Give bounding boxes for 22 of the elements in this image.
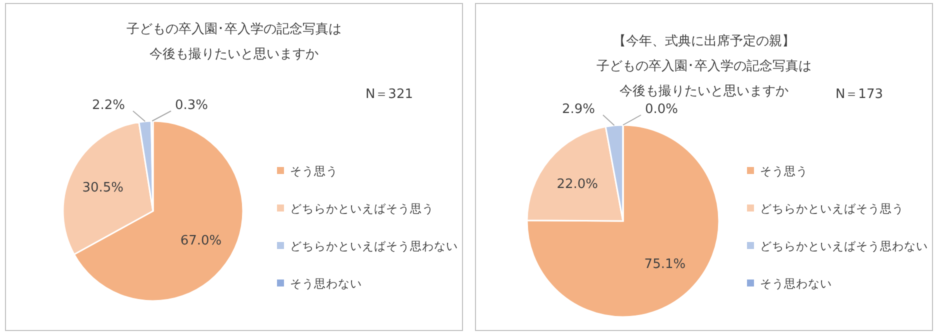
data-label: 2.2% — [92, 98, 125, 113]
text: 0.0% — [645, 102, 678, 117]
legend-label: そう思う — [760, 164, 808, 178]
data-label: 75.1% — [644, 257, 686, 272]
chart-title: 【今年、式典に出席予定の親】 — [613, 33, 795, 49]
legend-label: どちらかといえばそう思わない — [290, 239, 458, 253]
text: N＝173 — [835, 87, 883, 102]
legend-label: そう思わない — [290, 276, 362, 290]
legend-label: どちらかといえばそう思う — [760, 202, 904, 216]
legend-label: そう思わない — [760, 276, 832, 290]
data-label: 2.9% — [562, 102, 595, 117]
legend-label: そう思う — [290, 164, 338, 178]
chart-title: 子どもの卒入園･卒入学の記念写真は今後も撮りたいと思いますか — [126, 22, 342, 62]
pie-slice — [526, 124, 720, 318]
legend-label: どちらかといえばそう思う — [290, 202, 434, 216]
legend-label: どちらかといえばそう思わない — [760, 239, 928, 253]
data-label: 0.3% — [175, 98, 208, 113]
text: N＝321 — [365, 87, 413, 102]
data-label: 22.0% — [556, 176, 598, 192]
chart-subtitle: 子どもの卒入園･卒入学の記念写真は今後も撮りたいと思いますか — [596, 59, 812, 99]
data-label: 67.0% — [180, 233, 222, 248]
data-label: 30.5% — [82, 180, 124, 196]
